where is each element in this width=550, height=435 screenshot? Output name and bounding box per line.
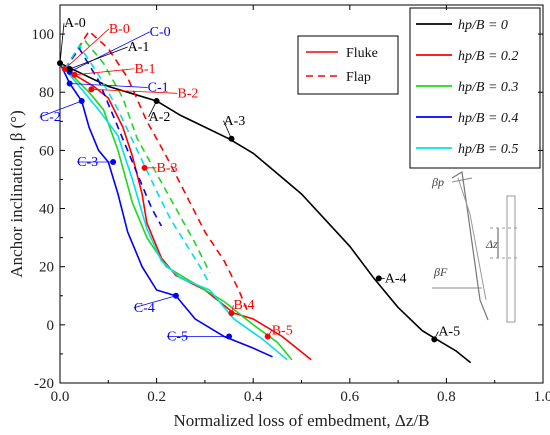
label-a-5: A-5 <box>438 324 460 339</box>
hp-legend-label-1: hp/B = 0.2 <box>458 49 518 64</box>
x-tick-label: 0.6 <box>340 389 359 405</box>
y-tick-label: 60 <box>39 143 54 159</box>
leader-a-1 <box>69 46 128 70</box>
style-legend-label-flap: Flap <box>346 70 371 85</box>
y-tick-label: 80 <box>39 85 54 101</box>
y-tick-label: 20 <box>39 260 54 276</box>
hp-legend-label-2: hp/B = 0.3 <box>458 80 518 95</box>
label-a-4: A-4 <box>385 271 407 286</box>
leader-b-1 <box>74 68 135 76</box>
inset-anchor-outline <box>451 171 489 321</box>
label-b-5: B-5 <box>272 323 293 338</box>
inset-shank <box>506 195 516 323</box>
style-legend-label-fluke: Fluke <box>346 46 378 61</box>
label-c-1: C-1 <box>148 81 169 96</box>
hp-legend-label-4: hp/B = 0.5 <box>458 142 518 157</box>
hp-legend-label-3: hp/B = 0.4 <box>458 111 518 126</box>
x-tick-label: 0.8 <box>437 389 456 405</box>
x-tick-label: 0.4 <box>244 389 263 405</box>
series-line-hp-b-0-3-flap <box>64 38 211 273</box>
label-b-1: B-1 <box>134 62 155 77</box>
series-line-hp-b-0-3 <box>59 62 293 361</box>
series-line-hp-b-0-5-flap <box>64 44 211 285</box>
y-tick-label: 40 <box>39 202 54 218</box>
label-a-3: A-3 <box>223 114 245 129</box>
axes: 0.0 0.2 0.4 0.6 0.8 1.0 -20 0 20 40 60 80 100 Normali… <box>7 5 550 430</box>
leader-c-4 <box>133 295 177 309</box>
y-tick-label: -20 <box>34 376 54 392</box>
label-b-2: B-2 <box>177 86 198 101</box>
leader-b-0 <box>64 28 110 70</box>
inset-label-beta-f: βF <box>433 265 448 279</box>
series-line-hp-b-0-4 <box>59 62 273 358</box>
leader-a-2 <box>148 100 157 118</box>
leader-b-5 <box>267 330 273 337</box>
label-a-1: A-1 <box>128 40 150 55</box>
x-axis-title: Normalized loss of embedment, Δz/B <box>174 411 430 430</box>
legend: Fluke Flap hp/B = 0 hp/B = 0.2 hp/B = 0.3 hp/… <box>297 7 541 169</box>
leader-c-2 <box>39 100 82 118</box>
point-annotations: A-0 B-0 C-0A-1 B-1 C-1 B-2 A-2 C-2 A-3 B-3 C-3 A-4 B… <box>39 16 460 344</box>
style-legend-box <box>297 35 399 95</box>
label-c-5: C-5 <box>167 329 188 344</box>
label-c-3: C-3 <box>77 155 98 170</box>
y-axis-title: Anchor inclination, β (°) <box>7 110 26 277</box>
leader-a-3 <box>223 120 232 139</box>
x-tick-label: 0.2 <box>147 389 166 405</box>
series-line-hp-b-0-4-flap <box>64 47 163 227</box>
label-c-2: C-2 <box>40 110 61 125</box>
hp-legend-box <box>409 7 541 169</box>
label-b-4: B-4 <box>233 298 254 313</box>
label-a-2: A-2 <box>149 110 171 125</box>
label-b-3: B-3 <box>157 161 178 176</box>
inset-label-dz: Δz <box>485 237 498 251</box>
inset-anchor-inner <box>457 177 487 301</box>
leader-c-0 <box>69 31 150 73</box>
label-c-0: C-0 <box>150 25 171 40</box>
x-tick-label: 0.0 <box>51 389 70 405</box>
hp-legend-label-0: hp/B = 0 <box>458 18 508 33</box>
leader-a-0 <box>59 23 65 64</box>
series-line-hp-b-0-2-flap <box>64 29 250 314</box>
x-tick-label: 1.0 <box>534 389 550 405</box>
y-tick-label: 0 <box>47 318 55 334</box>
label-b-0: B-0 <box>109 22 130 37</box>
anchor-schematic-inset: βp Δz βF <box>431 171 520 323</box>
series-line-hp-b-0-2 <box>59 62 312 361</box>
label-c-4: C-4 <box>134 301 155 316</box>
series-lines <box>59 29 472 364</box>
label-a-0: A-0 <box>64 16 86 31</box>
y-tick-label: 100 <box>32 27 55 43</box>
series-line-hp-b-0-5 <box>59 62 288 361</box>
leader-b-2 <box>91 88 178 94</box>
leader-c-1 <box>69 83 148 88</box>
inset-label-beta-p: βp <box>431 175 444 189</box>
series-line-hp-b-0 <box>59 62 472 364</box>
leader-b-4 <box>231 305 234 314</box>
leader-a-5 <box>433 331 439 340</box>
inset-ref-line <box>451 177 473 183</box>
